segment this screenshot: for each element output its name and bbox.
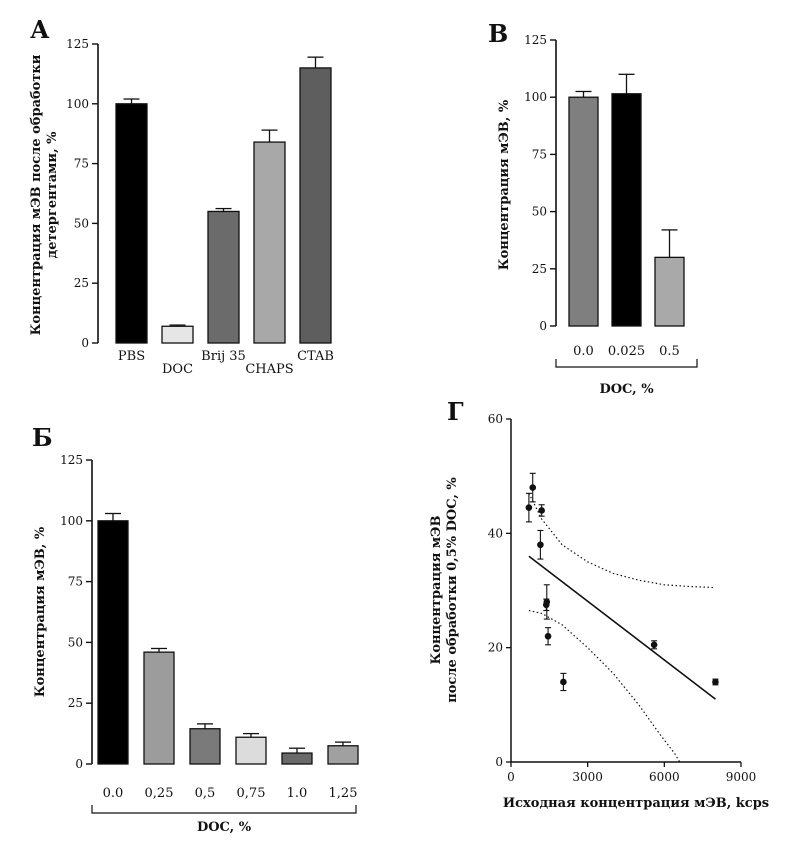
y-axis-title: детергентами, %	[45, 131, 60, 259]
x-tick-label: 6000	[649, 770, 680, 784]
y-axis-title: Концентрация мЭВ, %	[33, 526, 48, 697]
data-point	[542, 601, 550, 609]
category-label: 1,25	[329, 786, 358, 801]
x-group-bracket	[91, 805, 357, 814]
category-label: 0.025	[608, 344, 645, 359]
y-tick-label: 125	[524, 33, 547, 47]
x-tick-label: 9000	[726, 770, 757, 784]
category-label: PBS	[118, 349, 145, 364]
x-tick-label: 0	[507, 770, 515, 784]
bar	[327, 745, 359, 765]
bar	[143, 651, 175, 765]
y-tick-label: 25	[74, 276, 89, 290]
category-label: CHAPS	[245, 362, 293, 377]
y-tick-label: 0	[539, 319, 547, 333]
bar	[654, 256, 685, 327]
data-point	[560, 678, 567, 686]
data-point	[712, 678, 719, 686]
category-label: 0.5	[659, 344, 680, 359]
y-tick-label: 75	[68, 575, 83, 589]
x-tick-label: 3000	[572, 770, 603, 784]
category-label: 0.0	[573, 344, 594, 359]
category-label: CTAB	[297, 349, 334, 364]
y-tick-label: 125	[66, 37, 89, 51]
category-label: 0.0	[103, 786, 124, 801]
y-axis-title: Концентрация мЭВ	[429, 516, 444, 665]
y-tick-label: 75	[74, 157, 89, 171]
panel-letter-b: Б	[32, 423, 53, 452]
bar	[281, 752, 313, 765]
category-label: DOC	[162, 362, 193, 377]
y-tick-label: 25	[68, 696, 83, 710]
y-tick-label: 0	[495, 755, 503, 769]
chart-correlation: 0 20 40 60 0 3000 6000 9000 Концентрация мЭВ посл…	[429, 412, 769, 811]
y-axis-title: после обработки 0,5% DOC, %	[445, 477, 460, 703]
data-point	[525, 504, 533, 511]
y-tick-label: 40	[488, 526, 503, 540]
bar	[97, 520, 129, 765]
category-label: 0,5	[195, 786, 216, 801]
data-point	[544, 632, 552, 640]
category-label: 0,25	[145, 786, 174, 801]
x-axis-title: DOC, %	[197, 820, 252, 835]
y-tick-label: 75	[532, 147, 547, 161]
x-group-bracket	[555, 359, 698, 368]
y-tick-label: 0	[81, 336, 89, 350]
data-point	[538, 507, 545, 514]
y-tick-label: 20	[488, 641, 503, 655]
y-axis-title: Концентрация мЭВ после обработки	[29, 54, 44, 335]
panel-letter-g: Г	[447, 397, 464, 426]
confidence-band-lower	[528, 609, 681, 763]
data-point	[650, 641, 658, 649]
chart-doc-series: 0 25 50 75 100 125 0.0 0,25 0,5 0,75 1.0 1,25 Концен…	[33, 453, 359, 835]
bar	[207, 210, 240, 344]
y-tick-label: 60	[488, 412, 503, 426]
x-axis-title: DOC, %	[599, 382, 654, 397]
panel-letter-a: А	[30, 15, 50, 44]
y-tick-label: 50	[532, 205, 547, 219]
bar	[253, 141, 286, 344]
y-tick-label: 50	[68, 635, 83, 649]
confidence-band-upper	[528, 493, 716, 589]
category-label: 0,75	[237, 786, 266, 801]
panel-letter-v: В	[488, 19, 508, 48]
y-tick-label: 50	[74, 216, 89, 230]
y-tick-label: 0	[75, 757, 83, 771]
y-axis-title: Концентрация мЭВ, %	[497, 99, 512, 270]
y-tick-label: 125	[60, 453, 83, 467]
y-tick-label: 100	[60, 514, 83, 528]
bar	[611, 93, 642, 327]
y-tick-label: 25	[532, 262, 547, 276]
bar	[161, 325, 194, 344]
chart-doc-small: 0 25 50 75 100 125 0.0 0.025 0.5 Концентрация мЭВ…	[497, 33, 698, 397]
data-point	[537, 541, 544, 549]
category-label: Brij 35	[201, 349, 246, 364]
regression-line	[528, 555, 716, 700]
data-point	[529, 484, 537, 491]
category-label: 1.0	[287, 786, 308, 801]
bar	[568, 96, 599, 327]
x-axis-title: Исходная концентрация мЭВ, kcps	[503, 796, 769, 811]
bar	[235, 736, 267, 765]
y-tick-label: 100	[524, 90, 547, 104]
bar	[299, 67, 332, 344]
bar	[115, 103, 148, 344]
y-tick-label: 100	[66, 97, 89, 111]
bar	[189, 728, 221, 765]
